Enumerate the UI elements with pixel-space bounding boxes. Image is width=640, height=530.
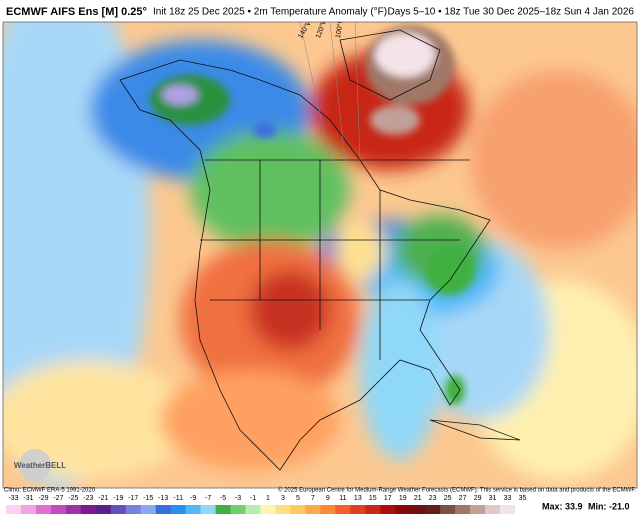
- colorbar-swatch: [290, 505, 306, 514]
- colorbar-label: -15: [143, 495, 153, 502]
- max-text: Max: 33.9: [542, 501, 583, 511]
- colorbar-swatch: [140, 505, 157, 514]
- colorbar-swatch: [170, 505, 186, 514]
- colorbar-label: -27: [53, 495, 63, 502]
- colorbar-swatch: [275, 505, 291, 514]
- colorbar-swatch: [215, 505, 231, 514]
- colorbar-label: -31: [23, 495, 33, 502]
- colorbar-swatch: [305, 505, 321, 514]
- colorbar-label: 21: [414, 495, 422, 502]
- colorbar-label: -19: [113, 495, 123, 502]
- climo-text: Climo: ECMWF ERA-5 1991-2020: [4, 488, 96, 494]
- colorbar-swatch: [470, 505, 486, 514]
- colorbar-label: 29: [474, 495, 482, 502]
- colorbar-swatch: [485, 505, 501, 514]
- colorbar-label: 9: [326, 495, 330, 502]
- colorbar-swatch: [20, 505, 37, 514]
- colorbar-swatch: [320, 505, 336, 514]
- colorbar-swatch: [95, 505, 112, 514]
- colorbar-label: -33: [8, 495, 18, 502]
- colorbar-swatch: [260, 505, 276, 514]
- logo-mark: [19, 449, 51, 481]
- colorbar-label: -9: [190, 495, 196, 502]
- colorbar-label: 19: [399, 495, 407, 502]
- colorbar-label: 27: [459, 495, 467, 502]
- valid-text: Days 5–10 • 18z Tue 30 Dec 2025–18z Sun …: [388, 7, 635, 18]
- colorbar-swatch: [35, 505, 52, 514]
- colorbar-label: -29: [38, 495, 48, 502]
- copyright: © 2025 European Centre for Medium-Range …: [278, 487, 636, 494]
- longitude-label: 100°W: [334, 16, 346, 39]
- colorbar-label: -11: [173, 495, 183, 502]
- colorbar-swatch: [515, 505, 531, 514]
- colorbar-label: -25: [68, 495, 78, 502]
- colorbar-swatch: [455, 505, 471, 514]
- colorbar-label: 25: [444, 495, 452, 502]
- colorbar-swatch: [230, 505, 246, 514]
- colorbar-swatch: [200, 505, 216, 514]
- colorbar-swatch: [110, 505, 127, 514]
- logo: WeatherBELL: [14, 461, 66, 470]
- colorbar-swatch: [125, 505, 142, 514]
- colorbar-swatch: [410, 505, 426, 514]
- colorbar-label: -17: [128, 495, 138, 502]
- colorbar-label: -21: [98, 495, 108, 502]
- colorbar-label: -7: [205, 495, 211, 502]
- colorbar-swatch: [440, 505, 456, 514]
- coastlines: [119, 29, 521, 471]
- colorbar-label: 13: [354, 495, 362, 502]
- colorbar-label: 11: [339, 495, 346, 502]
- colorbar-label: -13: [158, 495, 168, 502]
- colorbar-label: -3: [235, 495, 241, 502]
- colorbar-label: 35: [519, 495, 527, 502]
- anomaly-map: 140°W 120°W 100°W WeatherBELL: [3, 16, 637, 488]
- colorbar-label: 5: [296, 495, 300, 502]
- colorbar-label: 7: [311, 495, 315, 502]
- colorbar-swatch: [425, 505, 441, 514]
- colorbar-swatch: [395, 505, 411, 514]
- colorbar-label: 3: [281, 495, 285, 502]
- colorbar-label: 31: [489, 495, 497, 502]
- min-text: Min: -21.0: [588, 501, 630, 511]
- colorbar-swatch: [50, 505, 67, 514]
- colorbar-swatch: [245, 505, 261, 514]
- colorbar-swatch: [155, 505, 171, 514]
- colorbar-swatch: [335, 505, 351, 514]
- colorbar-swatch: [500, 505, 516, 514]
- colorbar-swatch: [65, 505, 82, 514]
- colorbar-label: 33: [504, 495, 512, 502]
- colorbar: -33 -31 -29 -27 -25 -23 -21 -19 -17 -15 -13 -11 -9 -7…: [6, 495, 531, 514]
- colorbar-swatch: [80, 505, 97, 514]
- colorbar-label: 17: [384, 495, 392, 502]
- colorbar-label: 1: [266, 495, 270, 502]
- colorbar-swatch: [350, 505, 366, 514]
- colorbar-label: 23: [429, 495, 437, 502]
- colorbar-swatch: [365, 505, 381, 514]
- colorbar-swatch: [380, 505, 396, 514]
- colorbar-swatch: [185, 505, 201, 514]
- colorbar-label: 15: [369, 495, 377, 502]
- colorbar-label: -23: [83, 495, 93, 502]
- colorbar-label: -1: [250, 495, 256, 502]
- title: ECMWF AIFS Ens [M] 0.25°: [6, 6, 147, 18]
- colorbar-label: -5: [220, 495, 226, 502]
- init-text: Init 18z 25 Dec 2025 • 2m Temperature An…: [153, 7, 387, 18]
- colorbar-swatch: [6, 505, 22, 514]
